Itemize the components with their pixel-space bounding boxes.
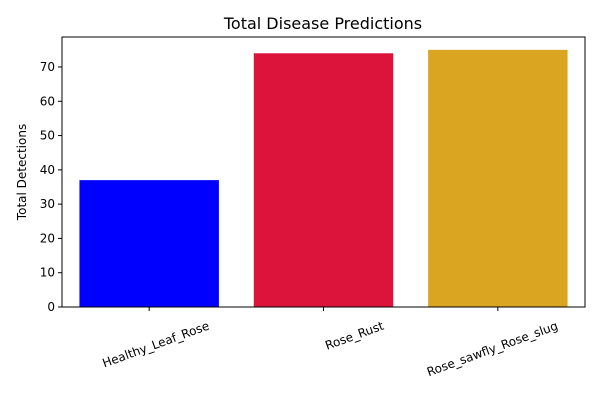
bar-1 — [253, 53, 394, 308]
bar-2 — [428, 49, 568, 307]
plot-area: 0 10 20 30 40 50 60 70 Healthy_Leaf_Rose Rose_Rus… — [40, 36, 586, 380]
y-tick-label-4: 40 — [40, 163, 55, 177]
y-tick-label-2: 20 — [40, 231, 55, 245]
chart-title: Total Disease Predictions — [223, 14, 422, 33]
x-tick-label-1: Rose_Rust — [323, 319, 386, 353]
y-tick-label-1: 10 — [40, 266, 55, 280]
y-tick-label-5: 50 — [40, 129, 55, 143]
x-tick-label-2: Rose_sawfly_Rose_slug — [425, 319, 560, 380]
y-tick-label-3: 30 — [40, 197, 55, 211]
y-tick-label-0: 0 — [47, 300, 55, 314]
y-axis-label: Total Detections — [15, 124, 29, 221]
x-tick-label-0: Healthy_Leaf_Rose — [100, 319, 211, 371]
y-tick-label-7: 70 — [40, 60, 55, 74]
bar-0 — [79, 180, 219, 307]
y-tick-label-6: 60 — [40, 94, 55, 108]
